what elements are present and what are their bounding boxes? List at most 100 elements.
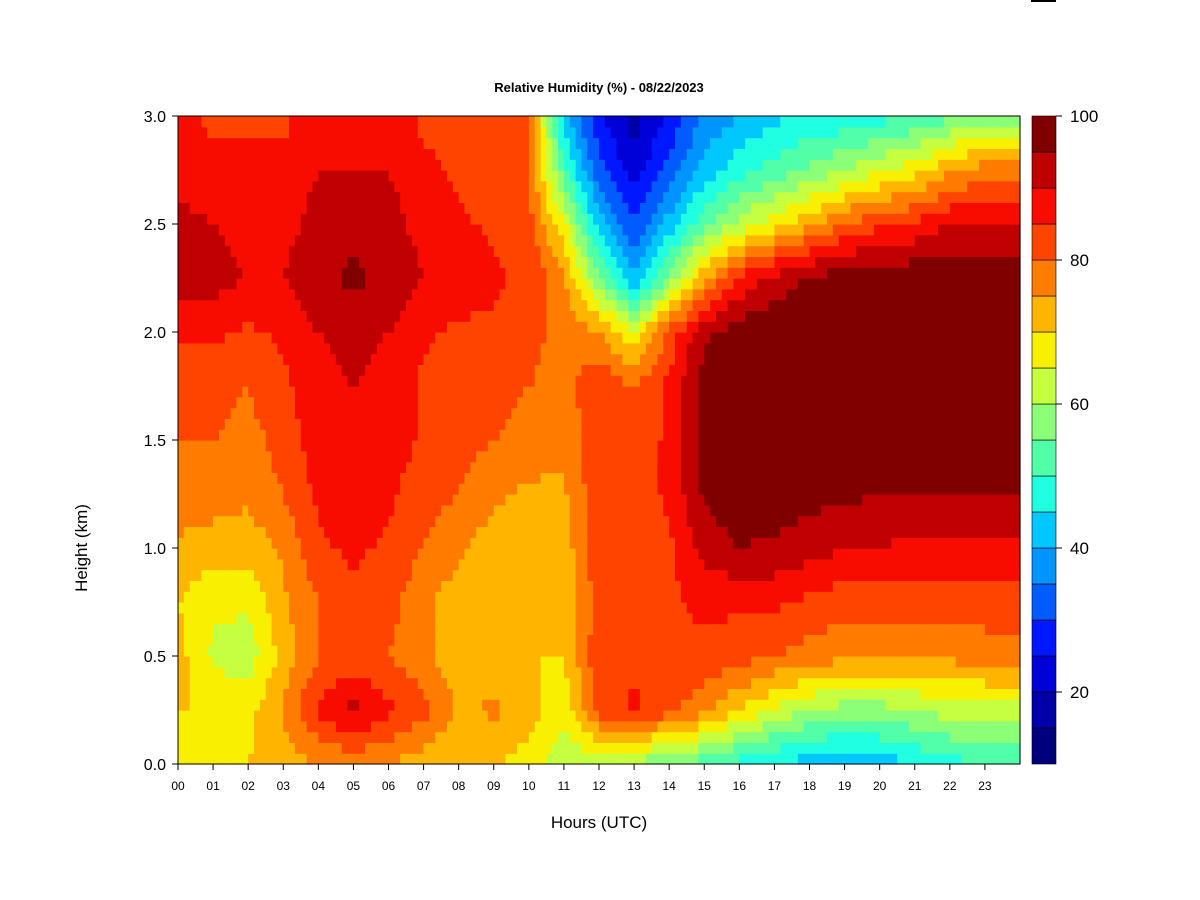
heat-cell: [254, 591, 261, 603]
heat-cell: [277, 558, 284, 571]
heat-cell: [903, 396, 910, 409]
heat-cell: [803, 407, 811, 419]
heat-cell: [663, 440, 670, 452]
heat-cell: [955, 548, 963, 560]
heat-cell: [452, 483, 460, 495]
heat-cell: [294, 548, 302, 560]
heat-cell: [499, 634, 507, 646]
heat-cell: [610, 494, 618, 506]
heat-cell: [897, 396, 904, 409]
heat-cell: [721, 742, 729, 754]
heat-cell: [862, 666, 869, 679]
heat-cell: [552, 429, 559, 441]
heat-cell: [751, 634, 758, 646]
heat-cell: [517, 461, 524, 473]
heat-cell: [563, 537, 571, 549]
heat-cell: [183, 450, 191, 463]
heat-cell: [639, 710, 647, 722]
heat-cell: [522, 634, 530, 646]
heat-cell: [359, 472, 366, 484]
heat-cell: [335, 494, 343, 506]
heat-cell: [458, 612, 466, 625]
heat-cell: [938, 677, 945, 689]
heat-cell: [692, 396, 700, 409]
heat-cell: [622, 656, 629, 668]
heat-cell: [587, 656, 594, 668]
heat-cell: [324, 699, 331, 711]
heat-cell: [318, 483, 325, 495]
heat-cell: [254, 515, 261, 527]
heat-cell: [844, 612, 852, 625]
heat-cell: [522, 645, 530, 657]
heat-cell: [692, 569, 700, 581]
heat-cell: [435, 710, 442, 722]
heat-cell: [903, 623, 910, 635]
heat-cell: [581, 418, 588, 430]
heat-cell: [926, 612, 933, 625]
heat-cell: [505, 710, 512, 722]
heat-cell: [663, 699, 670, 711]
heat-cell: [569, 666, 577, 679]
heat-cell: [967, 548, 974, 560]
heat-cell: [429, 634, 436, 646]
heat-cell: [242, 731, 249, 743]
heat-cell: [259, 472, 267, 484]
heat-cell: [645, 677, 653, 689]
heat-cell: [294, 429, 302, 441]
heat-cell: [692, 494, 700, 506]
heat-cell: [306, 526, 314, 538]
heat-cell: [283, 634, 290, 646]
heat-cell: [604, 526, 612, 538]
heat-cell: [973, 612, 980, 625]
heat-cell: [634, 580, 641, 592]
heat-cell: [786, 515, 793, 527]
heat-cell: [984, 396, 992, 409]
heat-cell: [832, 461, 840, 473]
heat-cell: [809, 472, 816, 484]
heat-cell: [446, 731, 454, 743]
heat-cell: [353, 461, 360, 473]
heat-cell: [411, 731, 419, 743]
heat-cell: [873, 472, 881, 484]
heat-cell: [446, 407, 454, 419]
heat-cell: [710, 537, 717, 549]
heat-cell: [376, 688, 384, 700]
heat-cell: [552, 440, 559, 452]
heat-cell: [686, 602, 694, 614]
heat-cell: [505, 450, 512, 463]
heat-cell: [979, 440, 986, 452]
heat-cell: [505, 602, 512, 614]
heat-cell: [201, 558, 208, 571]
heat-cell: [686, 450, 694, 463]
heat-cell: [271, 429, 279, 441]
heat-cell: [774, 753, 781, 765]
heat-cell: [452, 677, 460, 689]
heat-cell: [686, 580, 694, 592]
heat-cell: [949, 569, 957, 581]
heat-cell: [955, 720, 963, 733]
heat-cell: [692, 472, 700, 484]
heat-cell: [406, 440, 413, 452]
heat-cell: [984, 688, 992, 700]
heat-cell: [294, 720, 302, 733]
heat-cell: [914, 526, 922, 538]
heat-cell: [692, 515, 700, 527]
heat-cell: [411, 396, 419, 409]
heat-cell: [423, 526, 431, 538]
heat-cell: [347, 569, 355, 581]
heat-cell: [809, 591, 816, 603]
heat-cell: [786, 440, 793, 452]
heat-cell: [721, 418, 729, 430]
heat-cell: [224, 645, 232, 657]
heat-cell: [803, 526, 811, 538]
heat-cell: [745, 731, 752, 743]
heat-cell: [645, 634, 653, 646]
heat-cell: [341, 688, 349, 700]
heat-cell: [224, 742, 232, 754]
heat-cell: [786, 396, 793, 409]
heat-cell: [283, 386, 290, 398]
heat-cell: [581, 429, 588, 441]
heat-cell: [540, 407, 547, 419]
heat-cell: [686, 742, 694, 754]
heat-cell: [376, 526, 384, 538]
